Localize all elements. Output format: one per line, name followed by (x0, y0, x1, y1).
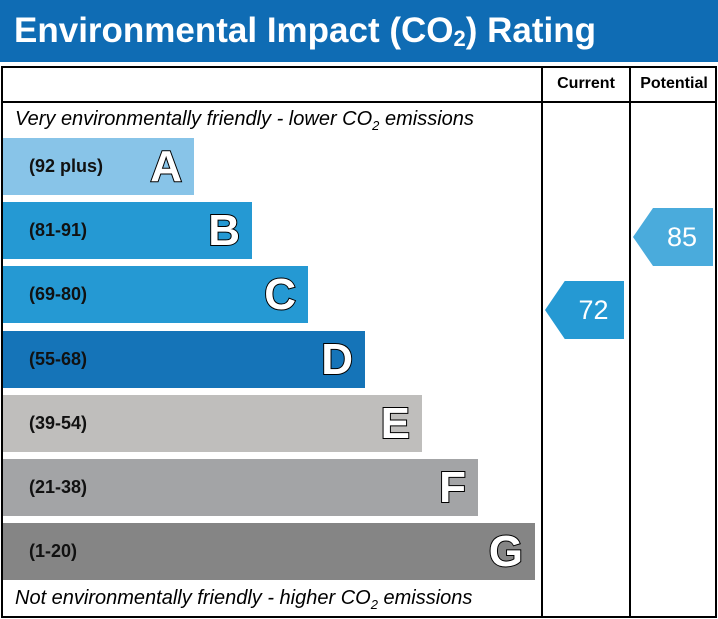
band-letter: C (263, 269, 297, 320)
band-range: (69-80) (29, 284, 88, 304)
current-header: Current (557, 75, 615, 92)
band-range: (1-20) (29, 541, 78, 561)
band-a: (92 plus) A (3, 138, 194, 195)
band-d: (55-68) D (3, 331, 365, 388)
band-letter: G (488, 526, 524, 577)
band-e: (39-54) E (3, 395, 422, 452)
chart-title: Environmental Impact (CO2) Rating (0, 0, 718, 62)
divider (629, 66, 631, 618)
band-c: (69-80) C (3, 266, 308, 323)
current-rating-arrow: 72 (545, 281, 624, 339)
band-g: (1-20) G (3, 523, 535, 580)
band-range: (21-38) (29, 477, 88, 497)
divider (1, 101, 717, 103)
rating-table (1, 66, 717, 618)
bottom-note: Not environmentally friendly - higher CO… (15, 587, 473, 612)
potential-header: Potential (640, 75, 708, 92)
band-letter: D (320, 334, 354, 385)
band-f: (21-38) F (3, 459, 478, 516)
band-letter: F (438, 462, 467, 513)
band-letter: A (149, 141, 183, 192)
band-letter: B (207, 205, 241, 256)
band-range: (55-68) (29, 349, 88, 369)
band-letter: E (380, 398, 411, 449)
band-b: (81-91) B (3, 202, 252, 259)
band-range: (92 plus) (29, 156, 104, 176)
divider (541, 66, 543, 618)
band-range: (81-91) (29, 220, 88, 240)
band-range: (39-54) (29, 413, 88, 433)
top-note: Very environmentally friendly - lower CO… (15, 108, 474, 133)
